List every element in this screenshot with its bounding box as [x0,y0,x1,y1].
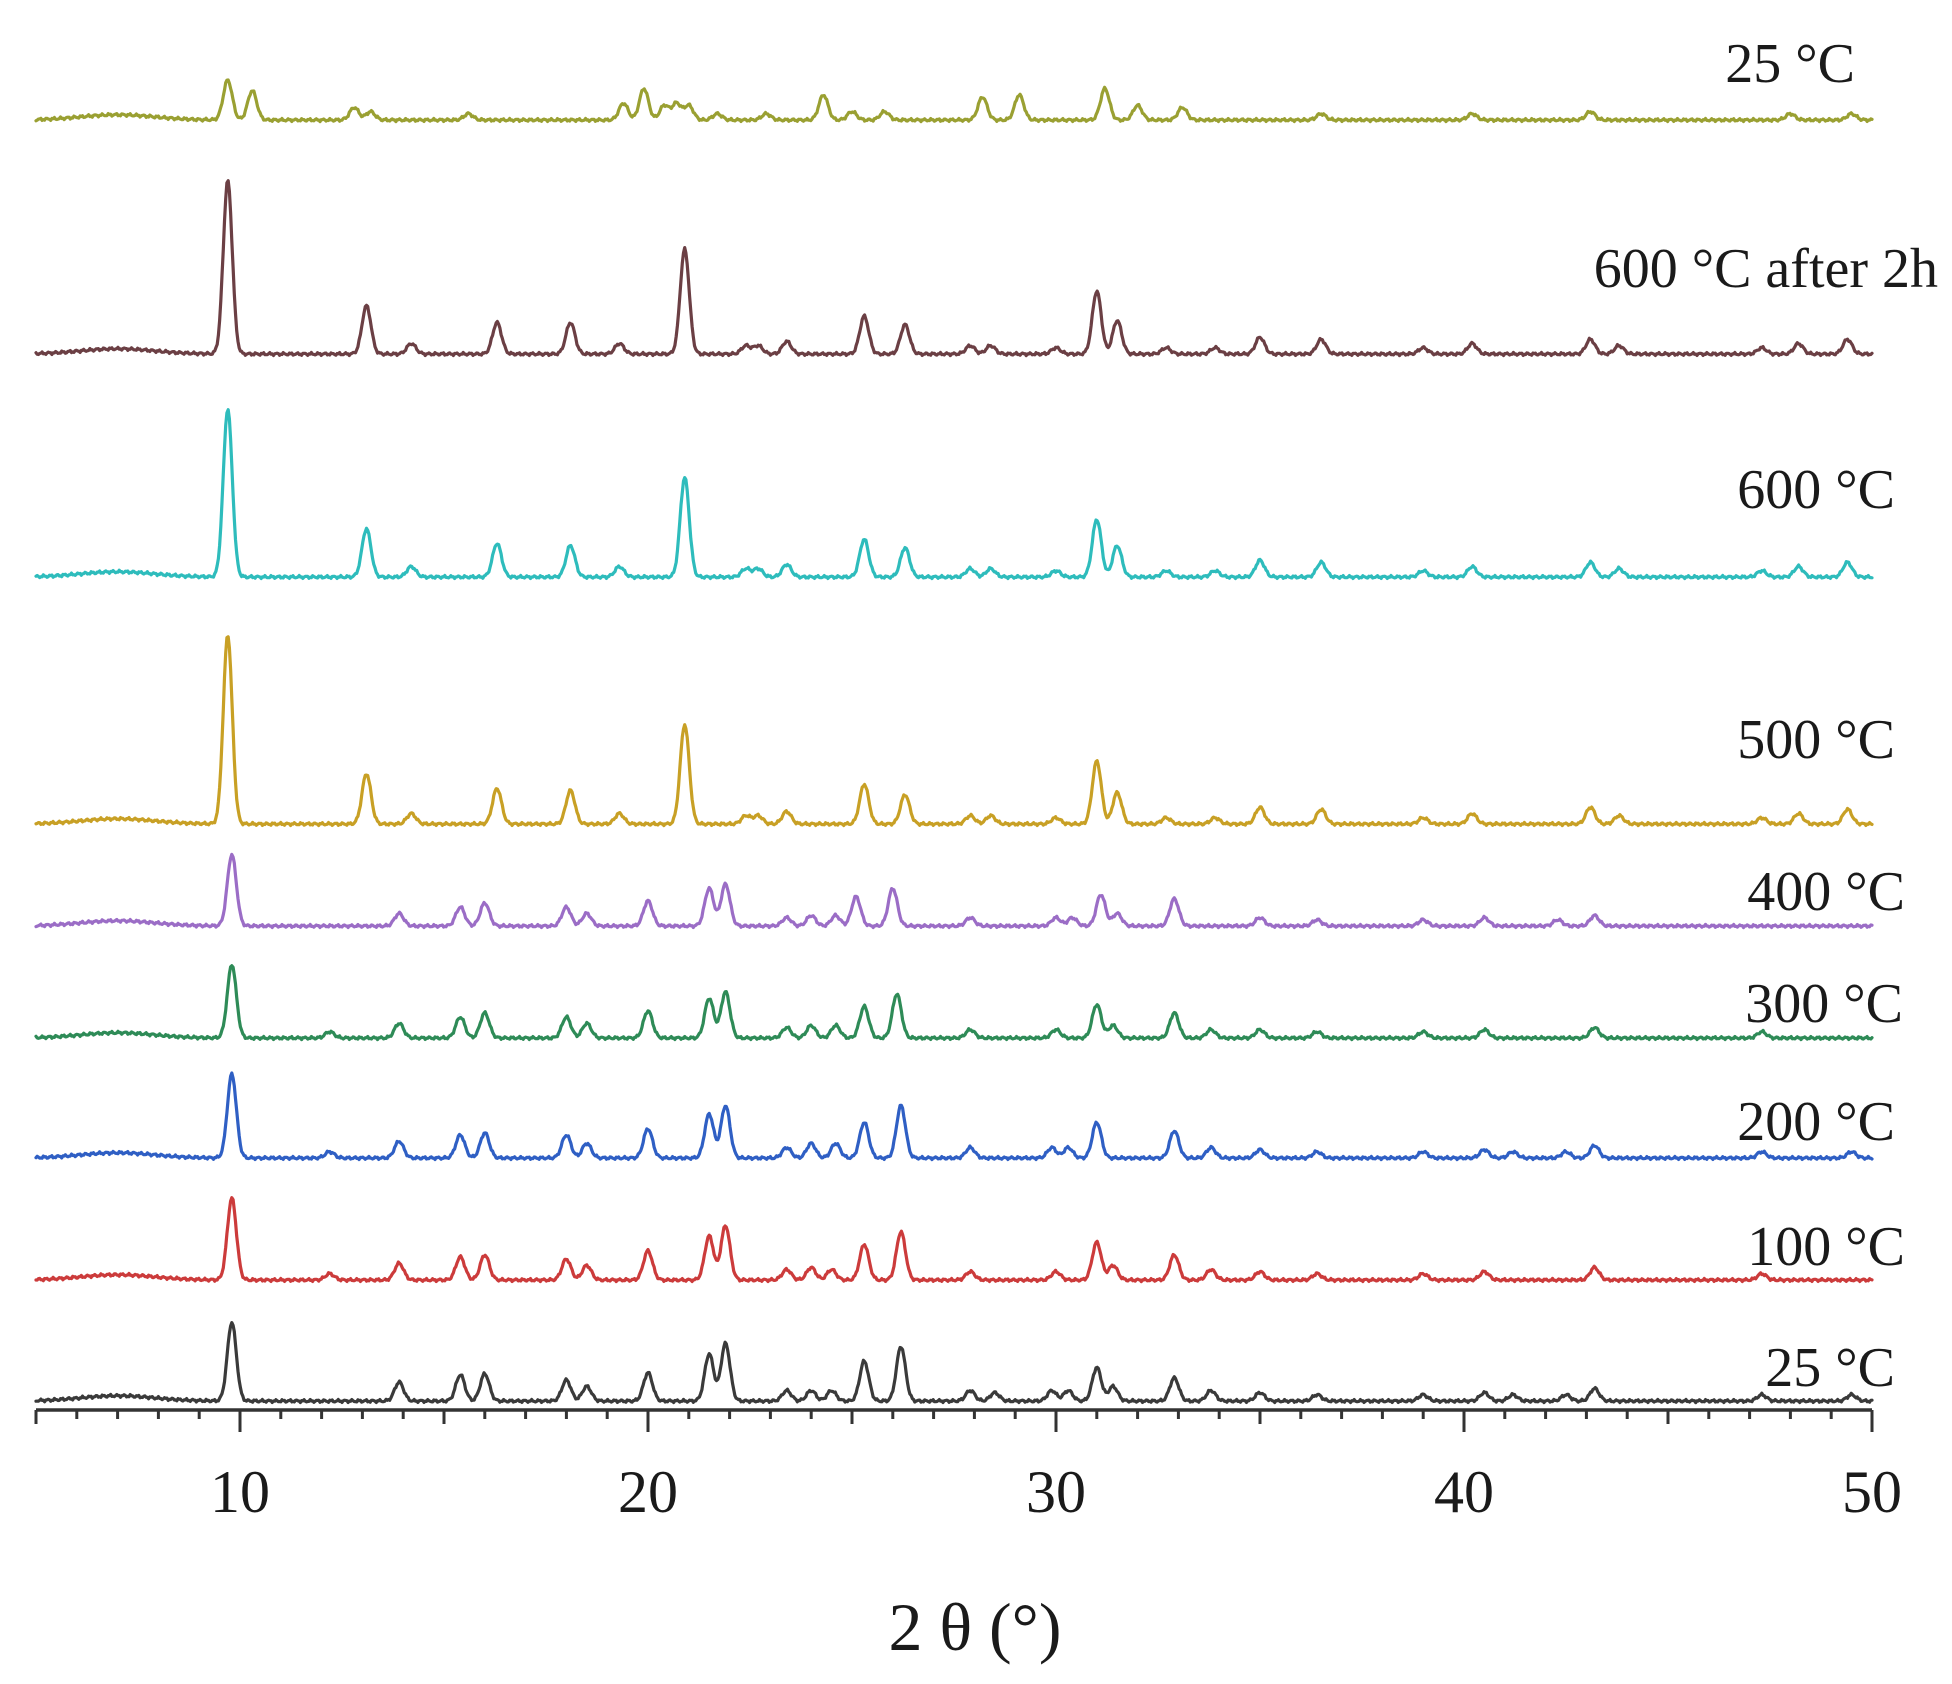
series-label-0: 25 °C [1765,1337,1895,1399]
series-label-7: 600 °C after 2h [1594,238,1938,300]
series-label-6: 600 °C [1737,459,1895,521]
x-tick-label-20: 20 [618,1459,678,1525]
trace-1 [34,1196,1874,1284]
series-labels-group: 25 °C 100 °C 200 °C 300 °C 400 °C 500 °C 600 °… [1594,33,1938,1399]
traces-group [34,78,1874,1405]
trace-5 [34,635,1874,828]
x-tick-label-50: 50 [1842,1459,1902,1525]
trace-8 [34,78,1874,124]
x-axis-ticks: 10 20 30 40 50 [34,1410,1902,1525]
trace-3 [34,964,1874,1042]
x-tick-label-40: 40 [1434,1459,1494,1525]
series-label-5: 500 °C [1737,709,1895,771]
x-tick-label-30: 30 [1026,1459,1086,1525]
trace-6 [34,408,1874,581]
trace-7 [34,179,1874,358]
series-label-8: 25 °C [1725,33,1855,95]
series-label-3: 300 °C [1745,973,1903,1035]
x-tick-label-10: 10 [210,1459,270,1525]
series-label-2: 200 °C [1737,1091,1895,1153]
x-axis-title: 2 θ (°) [888,1589,1061,1665]
trace-4 [34,852,1874,930]
series-label-4: 400 °C [1747,861,1905,923]
trace-2 [34,1071,1874,1162]
trace-0 [34,1321,1874,1405]
series-label-1: 100 °C [1747,1216,1905,1278]
